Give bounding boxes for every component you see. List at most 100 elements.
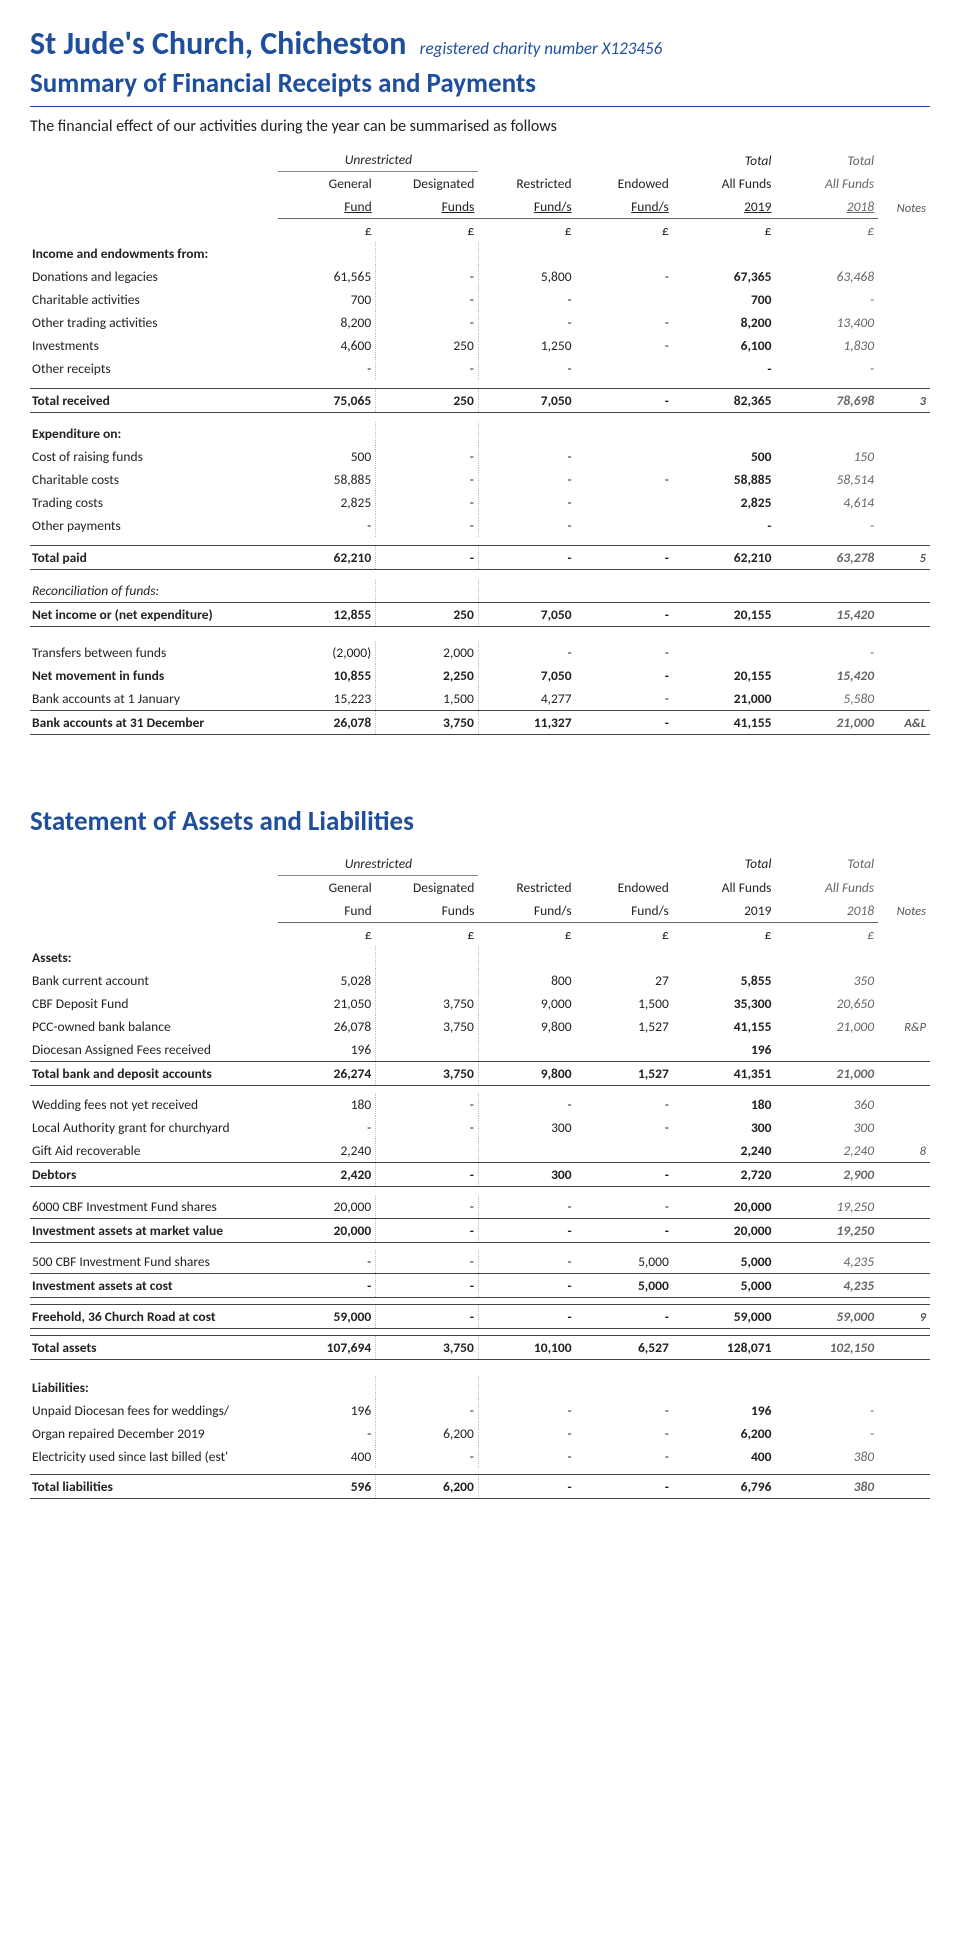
cell-general: 26,078 [278,710,375,734]
cell-restricted [478,1038,575,1062]
cell-general: - [278,1116,375,1139]
cell-total-prev: 380 [775,1445,878,1468]
cell-restricted: - [478,1195,575,1219]
cell-designated: 6,200 [376,1422,479,1445]
cell-total-prev: 5,580 [775,687,878,711]
cell-restricted: 9,800 [478,1061,575,1085]
row-label: Unpaid Diocesan fees for weddings/ [30,1399,278,1422]
section-header-row: Reconciliation of funds: [30,579,930,603]
cell-total-prev: 150 [775,445,878,468]
cell-total-cur: 41,351 [673,1061,776,1085]
col-total-prev: Total [775,148,878,172]
cell-endowed: - [576,1422,673,1445]
cell-endowed: - [576,1305,673,1329]
row-label: Investments [30,334,278,357]
section-assets-title: Statement of Assets and Liabilities [30,805,930,838]
cell-total-cur: 2,825 [673,491,776,514]
cell-restricted: 300 [478,1116,575,1139]
cell-restricted: 9,800 [478,1015,575,1038]
cell-designated: - [376,1305,479,1329]
cell-total-prev: 19,250 [775,1195,878,1219]
charity-number: registered charity number X123456 [420,38,663,59]
cell-note [878,445,930,468]
cell-endowed [576,445,673,468]
cell-endowed: - [576,388,673,412]
cell-note [878,1422,930,1445]
cell-general: 2,420 [278,1163,375,1187]
cell-endowed [576,491,673,514]
cell-endowed: - [576,1445,673,1468]
cell-restricted [478,1139,575,1163]
cell-total-cur [673,641,776,664]
cell-total-prev: 20,650 [775,992,878,1015]
assets-liabilities-table: Unrestricted Total Total General Designa… [30,852,930,1499]
cell-total-cur: 35,300 [673,992,776,1015]
cell-restricted: 800 [478,969,575,992]
table-row: Debtors 2,420 - 300 - 2,720 2,900 [30,1163,930,1187]
row-label: Total liabilities [30,1474,278,1498]
cell-restricted: - [478,1422,575,1445]
cell-note [878,1250,930,1274]
table-row: Other payments - - - - - [30,514,930,537]
cell-note: 9 [878,1305,930,1329]
table-row: Investments 4,600 250 1,250 - 6,100 1,83… [30,334,930,357]
cell-general: 75,065 [278,388,375,412]
cell-total-cur: - [673,357,776,380]
table-row: Transfers between funds (2,000) 2,000 - … [30,641,930,664]
row-label: PCC-owned bank balance [30,1015,278,1038]
cell-general: 700 [278,288,375,311]
cell-general: 12,855 [278,603,375,627]
table-row: Bank accounts at 31 December 26,078 3,75… [30,710,930,734]
cell-total-cur: 82,365 [673,388,776,412]
row-label: Total paid [30,545,278,569]
cell-endowed: 1,527 [576,1061,673,1085]
cell-designated: - [376,288,479,311]
cell-total-cur: 59,000 [673,1305,776,1329]
cell-note [878,687,930,711]
cell-designated: 250 [376,603,479,627]
ch-endowed1: Endowed [576,172,673,196]
cell-designated: 2,250 [376,664,479,687]
page-subtitle: Summary of Financial Receipts and Paymen… [30,67,930,100]
cell-note [878,265,930,288]
cell-total-prev: 59,000 [775,1305,878,1329]
cell-note [878,1474,930,1498]
table-row: Total assets 107,694 3,750 10,100 6,527 … [30,1336,930,1360]
cell-total-cur: 2,720 [673,1163,776,1187]
cell-endowed: - [576,311,673,334]
table-row: Charitable activities 700 - - 700 - [30,288,930,311]
cur-3: £ [478,219,575,243]
cell-designated: - [376,1399,479,1422]
cell-total-cur: 41,155 [673,1015,776,1038]
cell-total-prev: - [775,514,878,537]
cell-designated: - [376,1163,479,1187]
row-label: 500 CBF Investment Fund shares [30,1250,278,1274]
ch-restricted1: Restricted [478,172,575,196]
cell-general: 4,600 [278,334,375,357]
cell-restricted: 5,800 [478,265,575,288]
cell-general: 400 [278,1445,375,1468]
cell-designated: 250 [376,388,479,412]
cell-general: 59,000 [278,1305,375,1329]
cell-restricted: - [478,1218,575,1242]
row-label: Other receipts [30,357,278,380]
col-unrestricted: Unrestricted [278,148,478,172]
table-row: Wedding fees not yet received 180 - - - … [30,1093,930,1116]
cell-total-cur: 400 [673,1445,776,1468]
cell-total-prev: 102,150 [775,1336,878,1360]
cell-note [878,1163,930,1187]
cell-total-cur: 6,200 [673,1422,776,1445]
cell-restricted: - [478,1250,575,1274]
cell-designated: - [376,1116,479,1139]
cell-endowed: - [576,603,673,627]
cell-total-cur: 8,200 [673,311,776,334]
cell-note [878,1218,930,1242]
row-label: Charitable activities [30,288,278,311]
cur-1: £ [278,219,375,243]
row-label: Local Authority grant for churchyard [30,1116,278,1139]
cell-restricted: - [478,491,575,514]
row-label: Wedding fees not yet received [30,1093,278,1116]
cell-restricted: - [478,1399,575,1422]
cell-total-prev: - [775,288,878,311]
cell-note [878,311,930,334]
